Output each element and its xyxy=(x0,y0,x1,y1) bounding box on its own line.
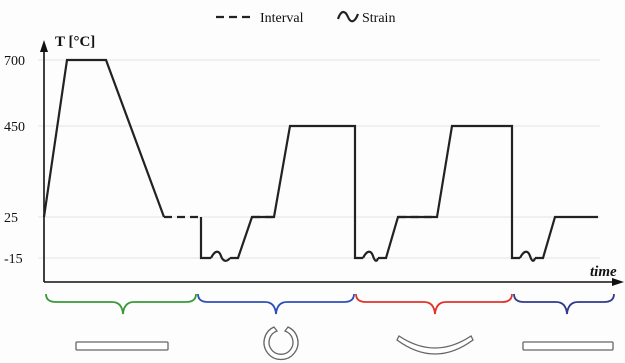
heating-cycle-1 xyxy=(42,58,166,218)
legend-interval-label: Interval xyxy=(260,11,304,26)
phase-brace xyxy=(197,293,355,315)
cooling-cycle-1 xyxy=(199,217,211,260)
strain-wiggle xyxy=(362,250,380,262)
heating-cycle-3 xyxy=(378,124,520,260)
strain-wiggle xyxy=(210,250,231,262)
specimen-flat-bar xyxy=(75,341,169,351)
specimen-ring xyxy=(263,326,299,361)
y-tick-label: -15 xyxy=(4,252,23,267)
legend-strain-label: Strain xyxy=(362,11,395,26)
x-axis-arrow xyxy=(612,278,624,286)
specimen-flat-bar xyxy=(522,341,614,351)
strain-wiggle xyxy=(519,250,537,262)
legend-strain-symbol xyxy=(336,10,360,23)
phase-brace xyxy=(45,293,197,315)
y-tick-label: 25 xyxy=(4,211,18,226)
phase-brace xyxy=(513,293,615,315)
y-axis-arrow xyxy=(40,40,48,52)
phase-brace xyxy=(355,293,513,315)
heating-cycle-4 xyxy=(535,215,598,260)
x-axis-label: time xyxy=(590,264,617,280)
y-tick-label: 450 xyxy=(4,120,25,135)
heating-cycle-2 xyxy=(230,124,363,260)
y-axis-label: T [°C] xyxy=(55,34,95,50)
y-tick-label: 700 xyxy=(4,54,25,69)
specimen-bent-bar xyxy=(396,335,474,355)
